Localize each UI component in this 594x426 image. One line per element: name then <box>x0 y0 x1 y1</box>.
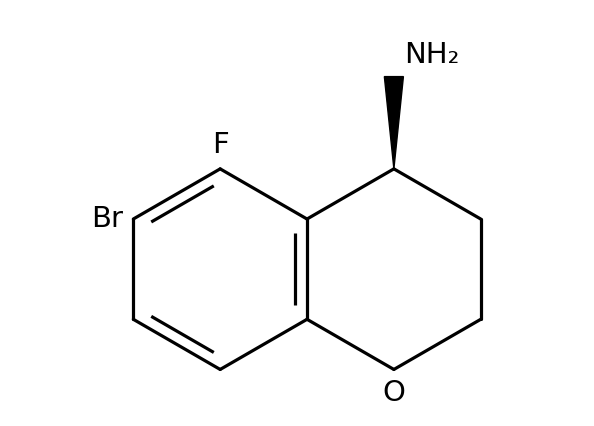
Text: Br: Br <box>91 205 124 233</box>
Text: F: F <box>212 131 229 159</box>
Text: NH₂: NH₂ <box>404 40 459 69</box>
Polygon shape <box>384 77 403 169</box>
Text: O: O <box>383 380 405 408</box>
